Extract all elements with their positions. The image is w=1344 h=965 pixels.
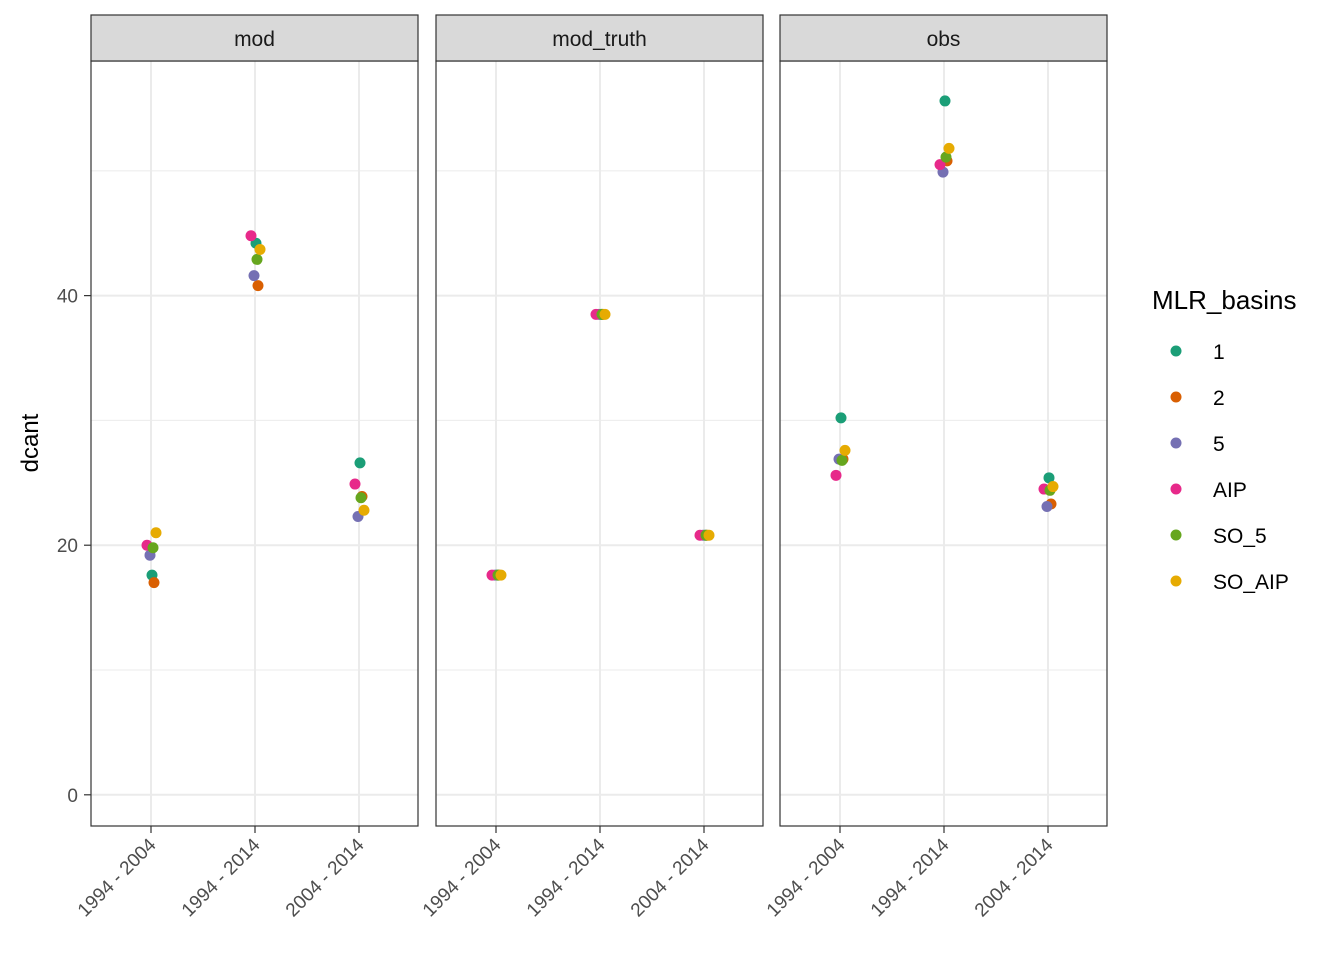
legend-label: SO_5 [1213, 525, 1267, 548]
facet-strip [435, 14, 764, 62]
data-point [599, 308, 611, 320]
x-tick-label: 1994 - 2014 [178, 834, 265, 921]
data-point [354, 457, 366, 469]
data-point [836, 454, 848, 466]
y-axis-title: dcant [17, 413, 44, 472]
data-point [252, 280, 264, 292]
legend-label: 2 [1213, 387, 1225, 410]
data-point [835, 412, 847, 424]
y-tick-label: 40 [57, 287, 78, 308]
x-tick-label: 2004 - 2014 [971, 834, 1058, 921]
legend-title: MLR_basins [1152, 285, 1297, 315]
facet-strip [779, 14, 1108, 62]
data-point [1043, 472, 1055, 484]
data-point [254, 243, 266, 255]
legend-label: AIP [1213, 479, 1247, 502]
y-tick-label: 20 [57, 536, 78, 557]
data-point [940, 151, 952, 163]
y-tick-label: 0 [67, 786, 78, 807]
data-point [148, 577, 160, 589]
legend-key [1170, 391, 1182, 403]
legend-label: SO_AIP [1213, 571, 1289, 594]
facet-strip-label: obs [927, 28, 961, 51]
facet-strip [90, 14, 419, 62]
x-tick-label: 1994 - 2004 [74, 834, 161, 921]
legend-label: 1 [1213, 341, 1225, 364]
x-tick-label: 1994 - 2004 [419, 834, 506, 921]
data-point [358, 504, 370, 516]
data-point [349, 478, 361, 490]
data-point [1047, 481, 1059, 493]
facet-strip-label: mod [234, 28, 275, 51]
x-tick-label: 2004 - 2014 [627, 834, 714, 921]
data-point [839, 444, 851, 456]
data-point [245, 230, 257, 242]
data-point [703, 529, 715, 541]
data-point [943, 142, 955, 154]
x-tick-label: 1994 - 2004 [763, 834, 850, 921]
data-point [939, 95, 951, 107]
data-point [147, 542, 159, 554]
facet-strip-label: mod_truth [552, 28, 647, 51]
x-tick-label: 2004 - 2014 [282, 834, 369, 921]
legend-key [1170, 575, 1182, 587]
data-point [1041, 501, 1053, 513]
legend-key [1170, 483, 1182, 495]
legend-label: 5 [1213, 433, 1225, 456]
data-point [830, 469, 842, 481]
legend-key [1170, 529, 1182, 541]
data-point [355, 492, 367, 504]
x-tick-label: 1994 - 2014 [523, 834, 610, 921]
data-point [248, 270, 260, 282]
legend-key [1170, 437, 1182, 449]
data-point [251, 253, 263, 265]
legend-key [1170, 345, 1182, 357]
data-point [495, 569, 507, 581]
x-tick-label: 1994 - 2014 [867, 834, 954, 921]
data-point [934, 159, 946, 171]
data-point [150, 527, 162, 539]
